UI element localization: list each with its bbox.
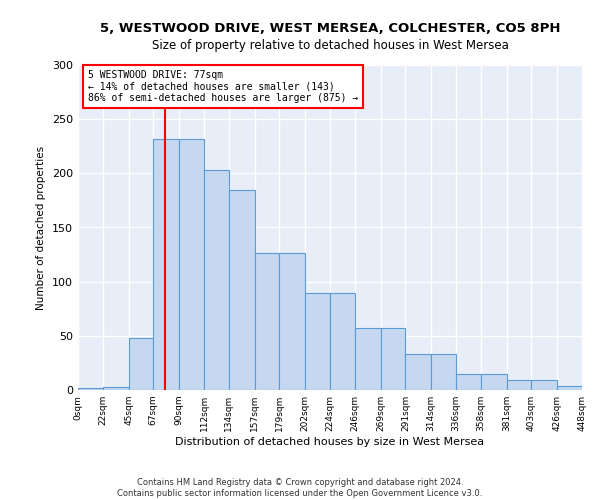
Bar: [305, 292, 330, 390]
Bar: [532, 380, 557, 390]
Bar: [431, 354, 456, 390]
Bar: [179, 138, 204, 390]
Bar: [406, 354, 431, 390]
Text: 5 WESTWOOD DRIVE: 77sqm
← 14% of detached houses are smaller (143)
86% of semi-d: 5 WESTWOOD DRIVE: 77sqm ← 14% of detache…: [88, 70, 358, 103]
Bar: [280, 254, 305, 390]
Bar: [506, 380, 532, 390]
Text: Contains HM Land Registry data © Crown copyright and database right 2024.
Contai: Contains HM Land Registry data © Crown c…: [118, 478, 482, 498]
Bar: [557, 386, 582, 390]
Bar: [254, 254, 280, 390]
Bar: [78, 388, 103, 390]
Bar: [229, 190, 254, 390]
Bar: [128, 338, 154, 390]
Text: 5, WESTWOOD DRIVE, WEST MERSEA, COLCHESTER, CO5 8PH: 5, WESTWOOD DRIVE, WEST MERSEA, COLCHEST…: [100, 22, 560, 36]
Bar: [481, 374, 506, 390]
Y-axis label: Number of detached properties: Number of detached properties: [37, 146, 46, 310]
Bar: [330, 292, 355, 390]
Bar: [355, 328, 380, 390]
Text: Size of property relative to detached houses in West Mersea: Size of property relative to detached ho…: [152, 39, 508, 52]
Bar: [456, 374, 481, 390]
Bar: [154, 138, 179, 390]
Bar: [103, 387, 128, 390]
Bar: [380, 328, 406, 390]
X-axis label: Distribution of detached houses by size in West Mersea: Distribution of detached houses by size …: [175, 437, 485, 447]
Bar: [204, 170, 229, 390]
